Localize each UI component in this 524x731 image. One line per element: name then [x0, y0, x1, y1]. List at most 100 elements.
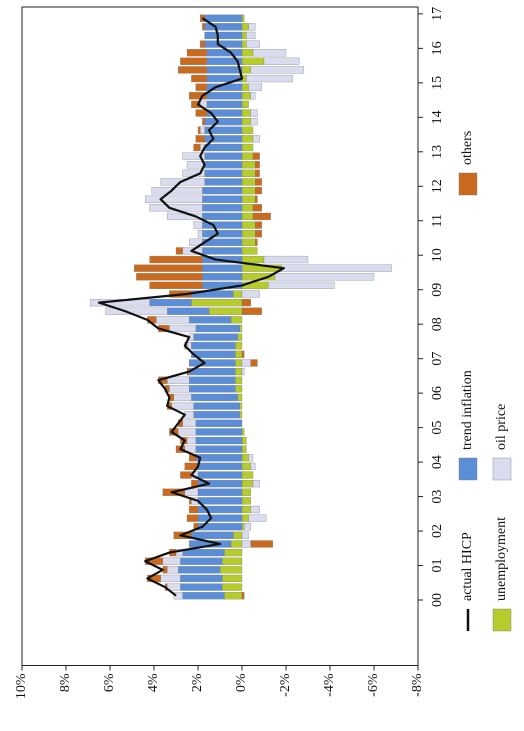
y-tick-label: -8%	[410, 673, 425, 697]
bar-segment	[255, 178, 262, 186]
rotated-chart: 10% 8% 6% 4% 2% 0% -2% -4% -6% -8% 00 01 02 03 04 05 06 0…	[14, 6, 512, 699]
bar-segment	[206, 66, 243, 74]
bar-segment	[246, 31, 256, 40]
bar-segment	[255, 186, 262, 195]
bar-segment	[241, 523, 245, 531]
bar-segment	[160, 574, 181, 583]
bar-segment	[200, 40, 205, 48]
bar-segment	[180, 583, 223, 591]
bar-segment	[222, 583, 243, 591]
x-tick-label: 11	[430, 214, 445, 227]
bar-segment	[241, 40, 247, 48]
bar-segment	[193, 411, 240, 419]
bar-segment	[189, 359, 236, 367]
bar-segment	[252, 480, 260, 488]
bar-segment	[178, 566, 221, 574]
bar-segment	[202, 204, 243, 212]
bar-segment	[241, 307, 262, 315]
bar-segment	[195, 428, 243, 436]
bar-segment	[134, 264, 203, 272]
bar-segment	[149, 255, 203, 264]
bar-segment	[197, 471, 243, 479]
bar-segment	[149, 204, 203, 212]
bar-segment	[197, 462, 243, 470]
bar-segment	[241, 462, 251, 470]
bar-segment	[171, 402, 194, 410]
bar-segment	[189, 385, 236, 393]
bar-segment	[202, 118, 205, 126]
bar-segment	[241, 126, 254, 134]
bar-segment	[151, 186, 203, 195]
bar-segment	[191, 74, 207, 83]
bar-segment	[239, 402, 243, 410]
bar-segment	[219, 566, 243, 574]
bar-segment	[189, 316, 232, 324]
bar-segment	[180, 57, 207, 65]
bar-segment	[241, 471, 254, 479]
bar-segment	[182, 419, 196, 427]
bar-segment	[241, 497, 251, 505]
bar-segment	[252, 212, 271, 221]
bar-segment	[191, 350, 236, 358]
bar-segment	[202, 247, 243, 255]
x-tick-label: 06	[430, 386, 445, 400]
bar-segment	[252, 204, 262, 212]
bar-segment	[195, 454, 243, 462]
bar-segment	[255, 238, 258, 246]
bar-segment	[175, 247, 183, 255]
bar-segment	[241, 186, 256, 195]
bar-segment	[193, 221, 203, 229]
bar-segment	[235, 342, 243, 350]
legend-label: actual HICP	[460, 532, 475, 601]
bar-segment	[136, 273, 203, 281]
bar-segment	[197, 497, 243, 505]
bar-segment	[252, 135, 260, 143]
bar-segment	[193, 333, 238, 341]
bar-segment	[250, 540, 273, 548]
bar-segment	[184, 411, 194, 419]
legend-swatch	[492, 457, 512, 481]
bar-segment	[239, 411, 243, 419]
bar-segment	[186, 49, 207, 57]
bar-segment	[241, 531, 249, 539]
bar-segment	[197, 514, 243, 522]
legend-label: oil price	[494, 404, 509, 450]
y-tick-label: -4%	[322, 673, 337, 697]
x-tick-label: 16	[430, 41, 445, 55]
bar-segment	[248, 83, 262, 91]
bar-segment	[263, 57, 300, 65]
legend-swatch	[458, 172, 478, 196]
bar-segment	[169, 385, 190, 393]
bar-segment	[241, 100, 249, 108]
bar-segment	[248, 514, 267, 522]
bar-segment	[230, 316, 243, 324]
bar-segment	[182, 152, 205, 160]
bar-segment	[189, 367, 236, 376]
legend-label: others	[460, 131, 475, 165]
legend-swatch	[458, 457, 478, 481]
x-tick-label: 02	[430, 524, 445, 538]
bar-segment	[178, 428, 196, 436]
bar-segment	[241, 178, 256, 186]
bar-segment	[235, 350, 243, 358]
bar-segment	[241, 169, 256, 177]
y-tick-label: 10%	[14, 673, 29, 699]
bar-segment	[241, 480, 254, 488]
bar-segment	[204, 118, 243, 126]
bar-segment	[241, 31, 247, 40]
x-tick-label: 01	[430, 559, 445, 573]
bar-segment	[252, 49, 287, 57]
bar-segment	[189, 376, 236, 384]
bar-segment	[237, 333, 243, 341]
bar-segment	[241, 592, 245, 600]
bar-segment	[195, 436, 243, 445]
x-tick-label: 03	[430, 490, 445, 504]
bar-segment	[241, 221, 256, 229]
y-tick-label: 8%	[58, 673, 73, 692]
bar-segment	[173, 592, 183, 600]
bar-segment	[235, 367, 243, 376]
bar-segment	[191, 393, 238, 402]
bar-segment	[206, 92, 243, 100]
y-tick-label: 0%	[234, 673, 249, 692]
